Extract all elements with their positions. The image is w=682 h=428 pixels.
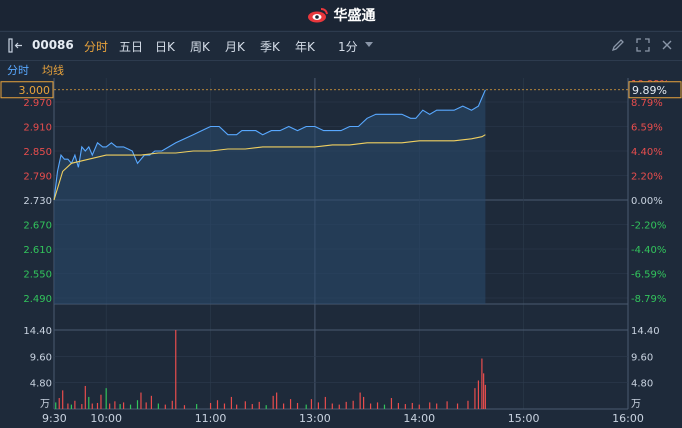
average-line [53, 134, 486, 201]
tab-five-day[interactable]: 五日 [119, 40, 144, 54]
price-tick-label: 2.490 [23, 294, 52, 305]
current-pct-label: 9.89% [632, 84, 667, 97]
price-tick-label: 2.970 [23, 98, 52, 109]
intraday-chart[interactable]: 2.970 8.79% 2.910 6.59% 2.850 4.40% 2.790 2.20%… [0, 78, 682, 428]
chart-legend: 分时 均线 [0, 60, 682, 78]
pen-icon[interactable] [610, 37, 626, 53]
price-tick-label: 2.910 [23, 123, 52, 134]
price-tick-label: 2.550 [23, 270, 52, 281]
pct-tick-label: 2.20% [631, 172, 663, 183]
legend-average: 均线 [42, 64, 64, 77]
price-area [54, 89, 486, 304]
price-tick-label: 2.730 [23, 196, 52, 207]
time-tick-label: 14:00 [403, 412, 435, 425]
pct-tick-label: 0.00% [631, 196, 663, 207]
stock-code: 00086 [32, 38, 74, 52]
pct-tick-label: 4.40% [631, 147, 663, 158]
volume-tick-label-right: 9.60 [631, 352, 653, 363]
volume-tick-label: 14.40 [23, 326, 52, 337]
volume-unit-label-right: 万 [631, 399, 641, 410]
tab-month-k[interactable]: 月K [225, 40, 245, 54]
price-tick-label: 2.670 [23, 221, 52, 232]
fullscreen-icon[interactable] [635, 37, 651, 53]
time-tick-label: 11:00 [195, 412, 227, 425]
time-tick-label: 16:00 [612, 412, 644, 425]
close-icon[interactable] [659, 37, 675, 53]
price-tick-label: 2.610 [23, 245, 52, 256]
chart-toolbar: 00086 分时 五日 日K 周K 月K 季K 年K 1分 [0, 31, 682, 61]
pct-tick-label: -4.40% [631, 245, 666, 256]
volume-tick-label: 9.60 [30, 352, 52, 363]
interval-select[interactable]: 1分 [338, 40, 358, 54]
chevron-down-icon[interactable] [365, 42, 373, 47]
volume-tick-label-right: 14.40 [631, 326, 660, 337]
legend-price: 分时 [7, 64, 29, 77]
pct-tick-label: 8.79% [631, 98, 663, 109]
volume-tick-label-right: 4.80 [631, 379, 653, 390]
tab-intraday[interactable]: 分时 [84, 40, 109, 54]
price-line [53, 89, 486, 201]
tab-week-k[interactable]: 周K [190, 40, 210, 54]
current-pct-box [628, 81, 682, 99]
current-price-box [0, 81, 54, 99]
time-tick-label: 9:30 [42, 412, 67, 425]
pct-tick-label: -6.59% [631, 270, 666, 281]
pct-tick-label: 6.59% [631, 123, 663, 134]
volume-unit-label: 万 [40, 399, 50, 410]
weibo-eye-logo-icon [307, 8, 328, 23]
tab-year-k[interactable]: 年K [295, 40, 315, 54]
sidebar-collapse-icon[interactable] [6, 37, 26, 55]
tab-day-k[interactable]: 日K [155, 40, 175, 54]
time-tick-label: 10:00 [90, 412, 122, 425]
app-header: 华盛通 [0, 0, 682, 30]
volume-tick-label: 4.80 [30, 379, 52, 390]
pct-tick-label: -8.79% [631, 294, 666, 305]
time-tick-label: 13:00 [299, 412, 331, 425]
time-tick-label: 15:00 [508, 412, 540, 425]
brand-logo: 华盛通 [307, 5, 376, 25]
current-price-label: 3.000 [19, 84, 51, 97]
price-tick-label: 2.790 [23, 172, 52, 183]
price-tick-label: 2.850 [23, 147, 52, 158]
brand-name: 华盛通 [333, 8, 376, 24]
tab-quarter-k[interactable]: 季K [260, 40, 280, 54]
pct-tick-label: -2.20% [631, 221, 666, 232]
